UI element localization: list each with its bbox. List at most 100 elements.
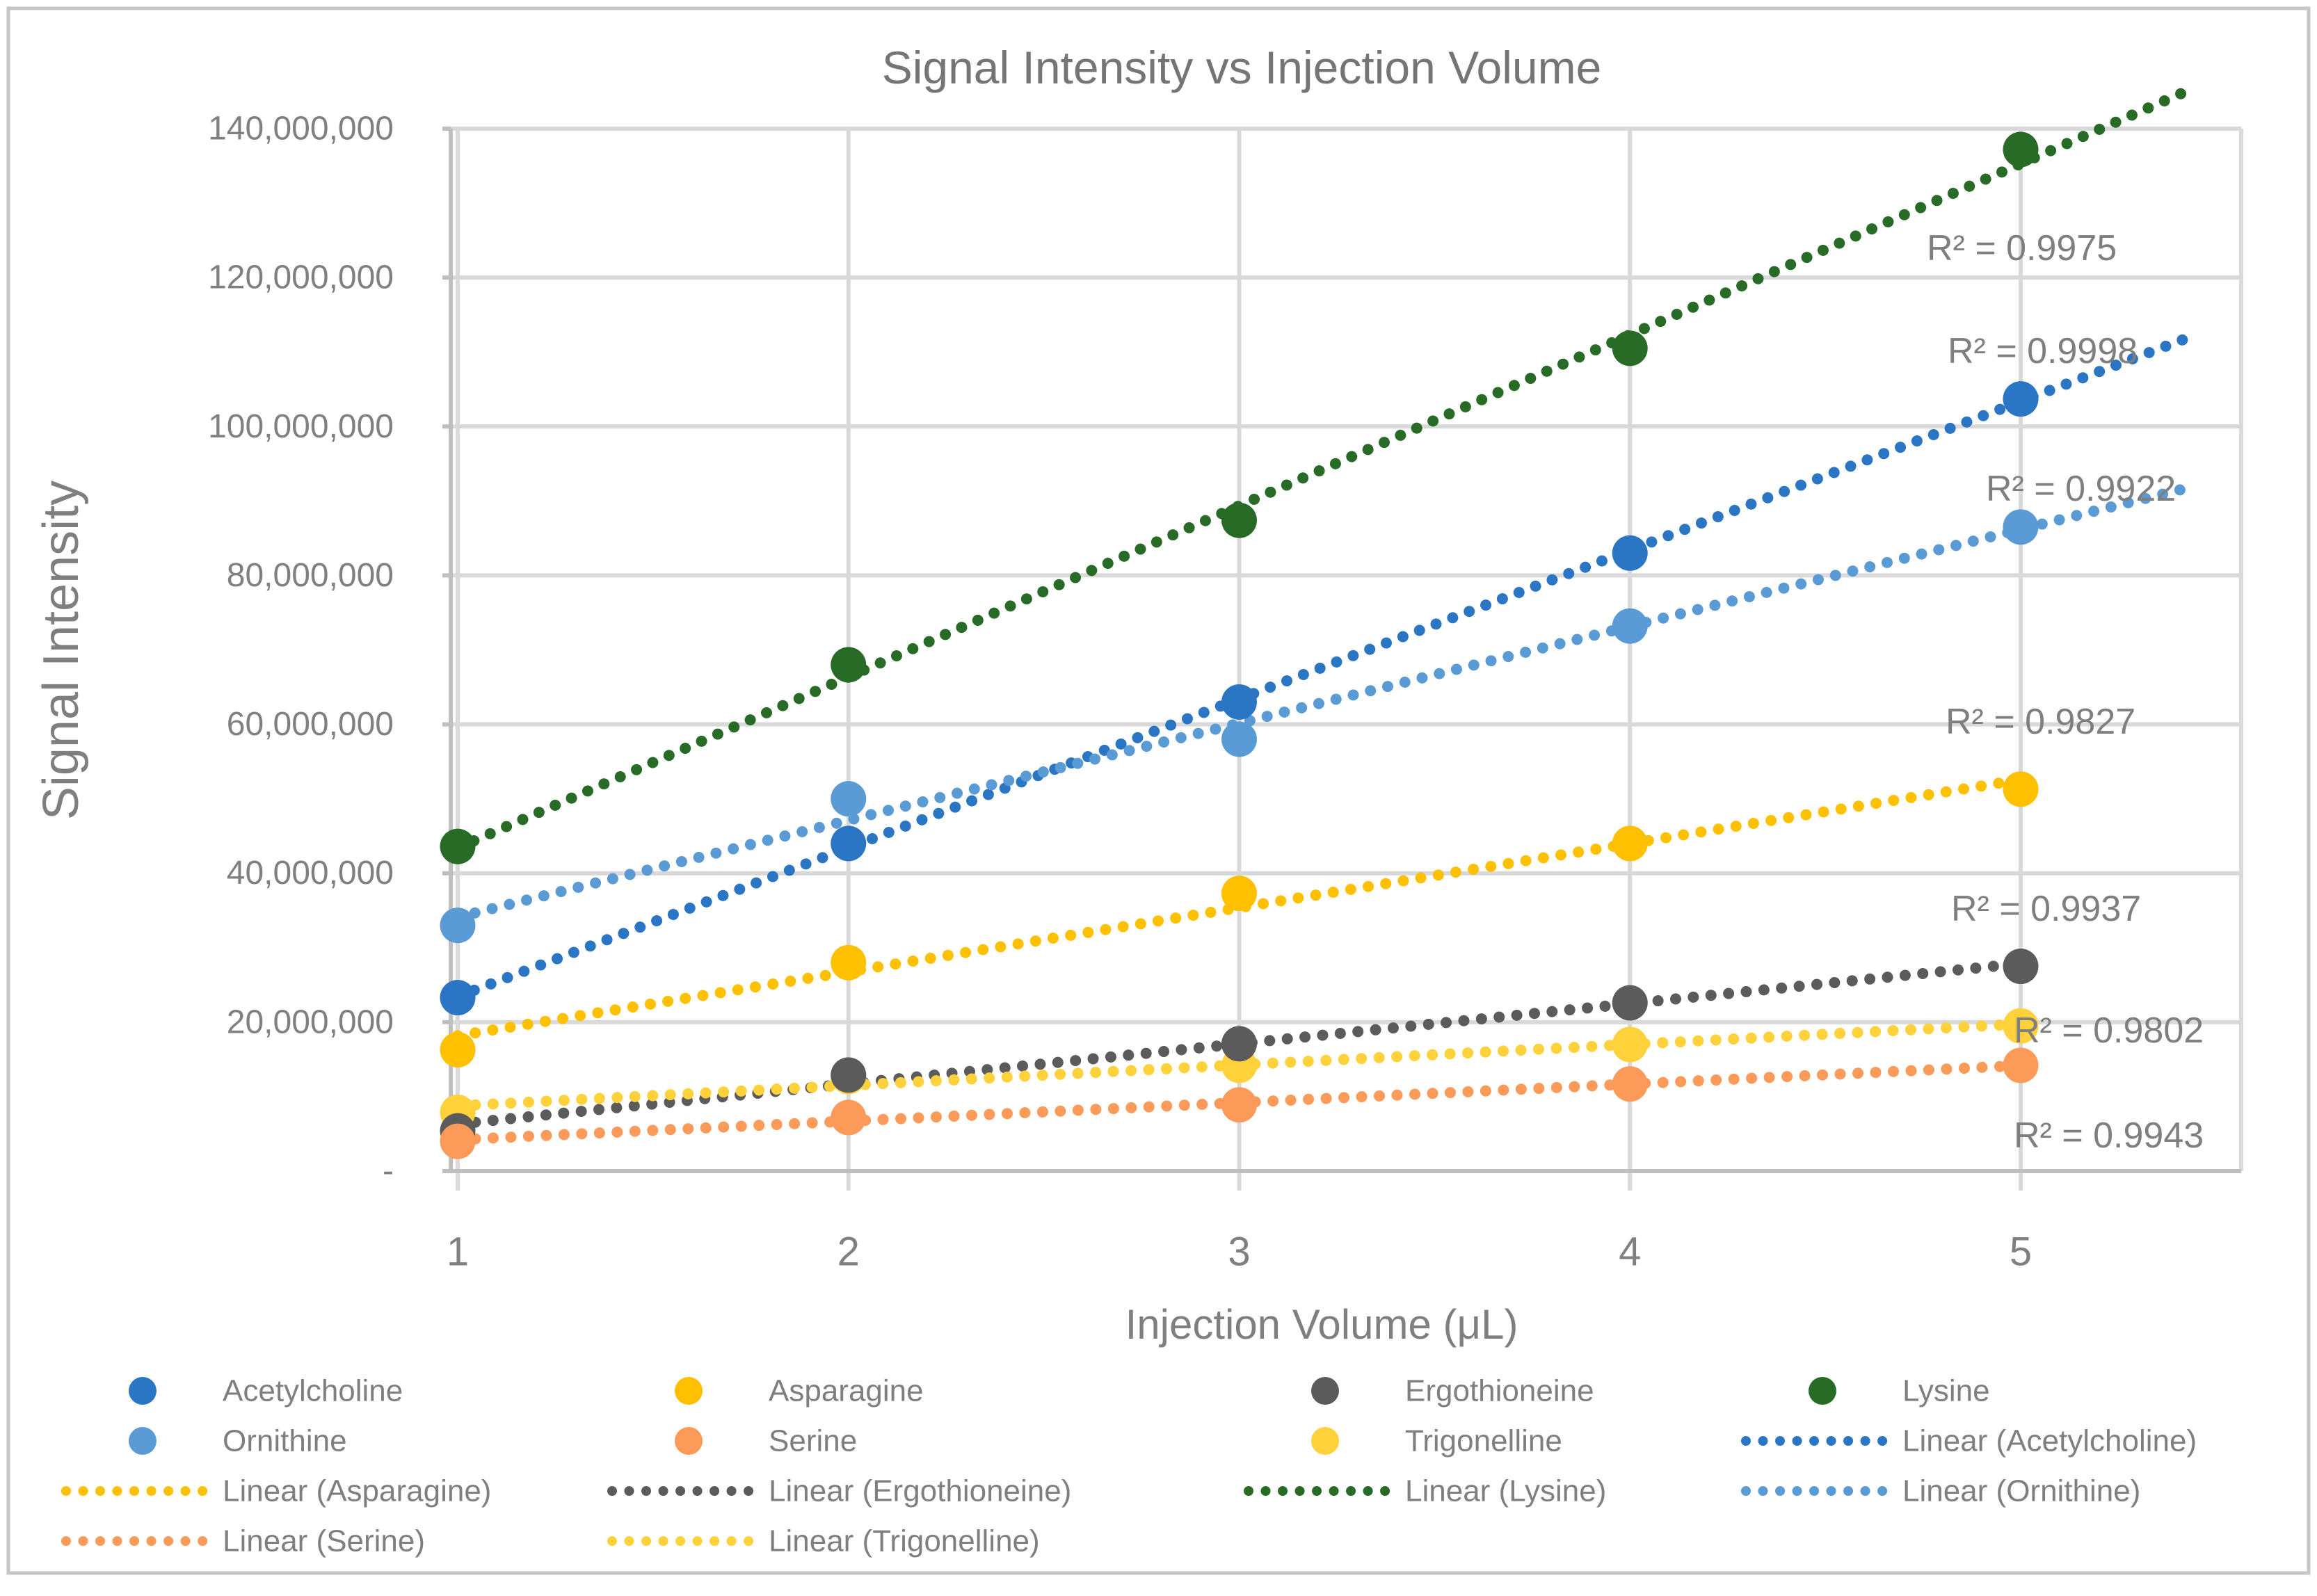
y-tick-label: 120,000,000 (208, 259, 394, 296)
legend-item-ornithine[interactable]: Ornithine (129, 1424, 347, 1458)
data-point-serine-x4[interactable] (1612, 1066, 1648, 1102)
data-point-ornithine-x4[interactable] (1612, 608, 1648, 644)
data-point-lysine-x3[interactable] (1221, 502, 1257, 538)
legend-label: Linear (Serine) (223, 1524, 425, 1558)
r2-label-trigonelline: R² = 0.9802 (2014, 1010, 2204, 1051)
x-axis-title: Injection Volume (μL) (1125, 1301, 1518, 1348)
legend-item-asparagine[interactable]: Asparagine (675, 1374, 924, 1408)
legend-label: Linear (Ornithine) (1902, 1474, 2140, 1508)
data-point-ornithine-x5[interactable] (2003, 509, 2039, 545)
x-tick-label: 3 (1228, 1230, 1250, 1275)
legend-item-linear-trigonelline[interactable]: Linear (Trigonelline) (607, 1524, 1040, 1558)
legend-item-linear-asparagine[interactable]: Linear (Asparagine) (61, 1474, 491, 1508)
data-point-ergothioneine-x5[interactable] (2003, 949, 2039, 985)
legend-marker-icon (1809, 1377, 1836, 1405)
legend-item-linear-lysine[interactable]: Linear (Lysine) (1244, 1474, 1606, 1508)
data-point-acetylcholine-x2[interactable] (831, 825, 867, 862)
data-point-lysine-x2[interactable] (831, 647, 867, 683)
x-tick-label: 2 (837, 1230, 860, 1275)
data-point-ergothioneine-x4[interactable] (1612, 985, 1648, 1021)
data-points (440, 131, 2039, 1159)
data-point-ornithine-x2[interactable] (831, 781, 867, 817)
r2-label-asparagine: R² = 0.9827 (1946, 702, 2135, 742)
data-point-trigonelline-x5[interactable] (2003, 1008, 2039, 1044)
y-tick-label: 80,000,000 (227, 557, 394, 594)
legend-marker-icon (129, 1377, 157, 1405)
chart-border-frame (6, 6, 2311, 1575)
legend: Acetylcholine Asparagine Ergothioneine Lysi… (61, 1374, 2197, 1558)
legend-item-serine[interactable]: Serine (675, 1424, 857, 1458)
data-point-ergothioneine-x2[interactable] (831, 1057, 867, 1093)
legend-item-linear-acetylcholine[interactable]: Linear (Acetylcholine) (1741, 1424, 2197, 1458)
data-point-serine-x3[interactable] (1221, 1087, 1257, 1123)
y-axis-title: Signal Intensity (33, 481, 89, 820)
x-tick-label: 1 (447, 1230, 469, 1275)
data-point-serine-x2[interactable] (831, 1099, 867, 1136)
legend-label: Linear (Lysine) (1405, 1474, 1606, 1508)
legend-item-acetylcholine[interactable]: Acetylcholine (129, 1374, 403, 1408)
data-point-ornithine-x1[interactable] (440, 908, 476, 944)
legend-label: Linear (Acetylcholine) (1902, 1424, 2197, 1458)
data-point-asparagine-x5[interactable] (2003, 771, 2039, 807)
legend-item-ergothioneine[interactable]: Ergothioneine (1311, 1374, 1594, 1408)
legend-item-linear-ornithine[interactable]: Linear (Ornithine) (1741, 1474, 2140, 1508)
r2-label-ornithine: R² = 0.9922 (1986, 469, 2176, 509)
y-tick-label: 20,000,000 (227, 1003, 394, 1040)
legend-marker-icon (129, 1427, 157, 1455)
data-point-asparagine-x2[interactable] (831, 944, 867, 981)
series-serine (440, 1047, 2039, 1159)
legend-label: Lysine (1902, 1374, 1990, 1408)
data-point-ornithine-x3[interactable] (1221, 721, 1257, 757)
chart-title: Signal Intensity vs Injection Volume (882, 42, 1602, 93)
data-point-lysine-x5[interactable] (2003, 131, 2039, 168)
data-point-lysine-x4[interactable] (1612, 330, 1648, 366)
data-point-acetylcholine-x4[interactable] (1612, 535, 1648, 571)
y-tick-label: 60,000,000 (227, 706, 394, 743)
y-tick-label: - (383, 1153, 394, 1190)
legend-label: Ornithine (223, 1424, 347, 1458)
series-asparagine (440, 771, 2039, 1067)
legend-label: Acetylcholine (223, 1374, 403, 1408)
r2-label-lysine: R² = 0.9975 (1927, 228, 2117, 268)
series-acetylcholine (440, 381, 2039, 1016)
legend-label: Linear (Trigonelline) (769, 1524, 1040, 1558)
series-lysine (440, 131, 2039, 864)
data-point-acetylcholine-x3[interactable] (1221, 684, 1257, 720)
x-tick-label: 5 (2010, 1230, 2032, 1275)
series-ornithine (440, 509, 2039, 944)
data-point-acetylcholine-x1[interactable] (440, 980, 476, 1016)
legend-label: Asparagine (769, 1374, 924, 1408)
legend-item-lysine[interactable]: Lysine (1809, 1374, 1990, 1408)
legend-label: Serine (769, 1424, 857, 1458)
data-point-asparagine-x4[interactable] (1612, 825, 1648, 862)
y-tick-label: 100,000,000 (208, 408, 394, 445)
r2-label-ergothioneine: R² = 0.9937 (1951, 889, 2141, 929)
legend-label: Linear (Ergothioneine) (769, 1474, 1071, 1508)
legend-item-linear-ergothioneine[interactable]: Linear (Ergothioneine) (607, 1474, 1071, 1508)
trendline-lysine (452, 81, 2202, 854)
x-tick-label: 4 (1619, 1230, 1641, 1275)
legend-item-linear-serine[interactable]: Linear (Serine) (61, 1524, 425, 1558)
y-tick-label: 40,000,000 (227, 855, 394, 892)
data-point-trigonelline-x4[interactable] (1612, 1026, 1648, 1063)
data-point-ergothioneine-x3[interactable] (1221, 1026, 1257, 1062)
data-point-serine-x1[interactable] (440, 1123, 476, 1159)
trendline-acetylcholine (452, 329, 2202, 1003)
y-tick-label: 140,000,000 (208, 111, 394, 147)
data-point-acetylcholine-x5[interactable] (2003, 381, 2039, 417)
axes (442, 127, 2241, 1173)
r2-label-acetylcholine: R² = 0.9998 (1948, 331, 2138, 371)
legend-item-trigonelline[interactable]: Trigonelline (1311, 1424, 1562, 1458)
data-point-asparagine-x1[interactable] (440, 1031, 476, 1067)
legend-marker-icon (675, 1427, 703, 1455)
data-point-serine-x5[interactable] (2003, 1047, 2039, 1083)
legend-label: Trigonelline (1405, 1424, 1562, 1458)
data-point-lysine-x1[interactable] (440, 828, 476, 864)
legend-marker-icon (675, 1377, 703, 1405)
legend-marker-icon (1311, 1427, 1339, 1455)
r2-annotations: R² = 0.9975 R² = 0.9998 R² = 0.9922 R² = 0.… (1927, 228, 2204, 1156)
tick-labels: - 20,000,000 40,000,000 60,000,000 80,000,00… (208, 111, 2032, 1275)
data-point-asparagine-x3[interactable] (1221, 876, 1257, 912)
